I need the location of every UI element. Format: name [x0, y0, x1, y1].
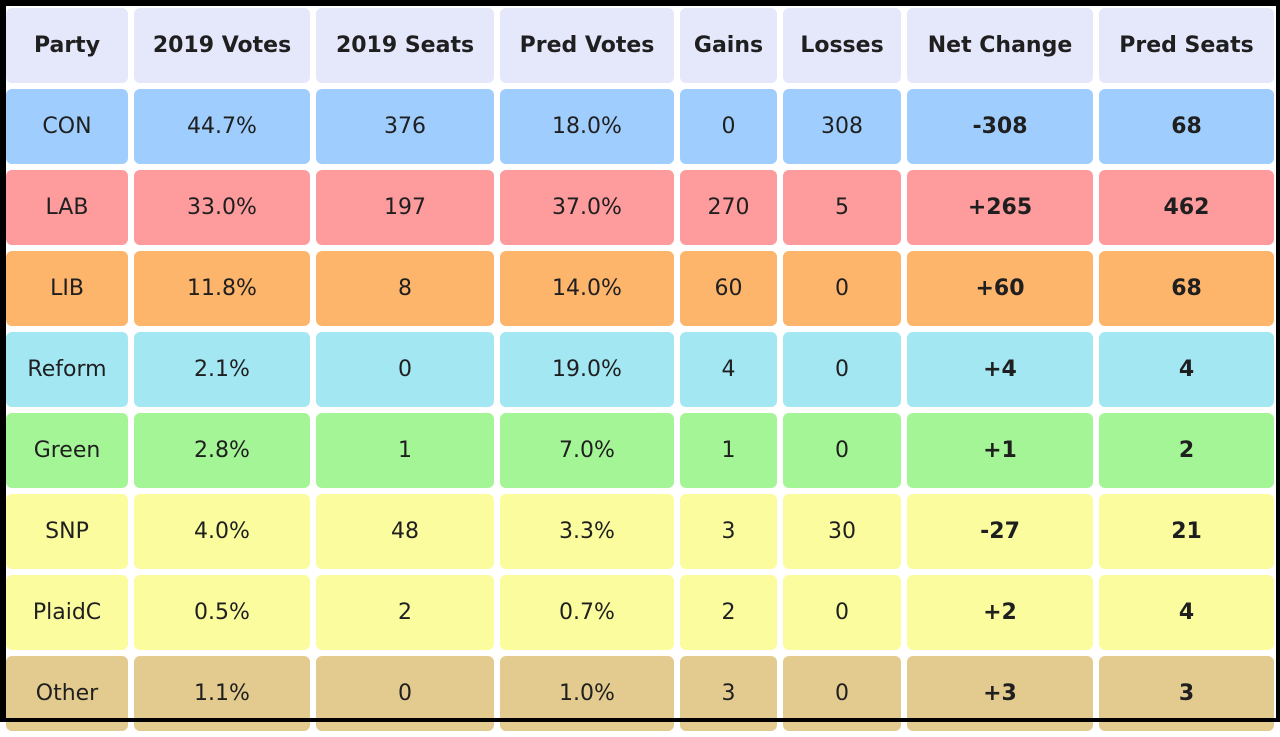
table-row: Reform 2.1% 0 19.0% 4 0 +4 4	[6, 332, 1274, 407]
table-row: CON 44.7% 376 18.0% 0 308 -308 68	[6, 89, 1274, 164]
cell-losses: 5	[783, 170, 901, 245]
cell-pred-votes: 19.0%	[500, 332, 674, 407]
table-row: PlaidC 0.5% 2 0.7% 2 0 +2 4	[6, 575, 1274, 650]
header-gains[interactable]: Gains	[680, 8, 777, 83]
cell-gains: 0	[680, 89, 777, 164]
cell-gains: 1	[680, 413, 777, 488]
cell-gains: 3	[680, 494, 777, 569]
cell-2019-seats: 2	[316, 575, 494, 650]
cell-party: Green	[6, 413, 128, 488]
cell-2019-votes: 11.8%	[134, 251, 310, 326]
cell-2019-votes: 33.0%	[134, 170, 310, 245]
header-losses[interactable]: Losses	[783, 8, 901, 83]
cell-party: LAB	[6, 170, 128, 245]
cell-party: PlaidC	[6, 575, 128, 650]
cell-2019-seats: 197	[316, 170, 494, 245]
cell-losses: 0	[783, 413, 901, 488]
cell-gains: 270	[680, 170, 777, 245]
header-row: Party 2019 Votes 2019 Seats Pred Votes G…	[6, 8, 1274, 83]
cell-net-change: +4	[907, 332, 1093, 407]
cell-2019-votes: 2.1%	[134, 332, 310, 407]
header-pred-votes[interactable]: Pred Votes	[500, 8, 674, 83]
cell-2019-votes: 4.0%	[134, 494, 310, 569]
cell-pred-seats: 4	[1099, 575, 1274, 650]
table-body: CON 44.7% 376 18.0% 0 308 -308 68 LAB 33.0% 197 37.…	[6, 89, 1274, 731]
table-row: SNP 4.0% 48 3.3% 3 30 -27 21	[6, 494, 1274, 569]
cell-pred-votes: 37.0%	[500, 170, 674, 245]
cell-losses: 0	[783, 575, 901, 650]
cell-losses: 30	[783, 494, 901, 569]
top-border	[0, 0, 1280, 6]
cell-2019-votes: 44.7%	[134, 89, 310, 164]
cell-losses: 308	[783, 89, 901, 164]
header-2019-votes[interactable]: 2019 Votes	[134, 8, 310, 83]
cell-party: SNP	[6, 494, 128, 569]
cell-gains: 60	[680, 251, 777, 326]
cell-pred-seats: 21	[1099, 494, 1274, 569]
cell-net-change: -27	[907, 494, 1093, 569]
cell-pred-seats: 2	[1099, 413, 1274, 488]
table-row: LAB 33.0% 197 37.0% 270 5 +265 462	[6, 170, 1274, 245]
cell-pred-votes: 18.0%	[500, 89, 674, 164]
cell-2019-votes: 2.8%	[134, 413, 310, 488]
cell-2019-seats: 0	[316, 332, 494, 407]
header-party[interactable]: Party	[6, 8, 128, 83]
header-net-change[interactable]: Net Change	[907, 8, 1093, 83]
table-row: Green 2.8% 1 7.0% 1 0 +1 2	[6, 413, 1274, 488]
cell-pred-votes: 7.0%	[500, 413, 674, 488]
cell-net-change: +2	[907, 575, 1093, 650]
cell-pred-votes: 0.7%	[500, 575, 674, 650]
right-border	[1276, 0, 1280, 722]
cell-party: CON	[6, 89, 128, 164]
cell-pred-seats: 4	[1099, 332, 1274, 407]
cell-2019-seats: 48	[316, 494, 494, 569]
cell-party: Reform	[6, 332, 128, 407]
cell-pred-seats: 68	[1099, 89, 1274, 164]
header-2019-seats[interactable]: 2019 Seats	[316, 8, 494, 83]
cell-2019-seats: 1	[316, 413, 494, 488]
bottom-border	[0, 718, 1280, 722]
header-pred-seats[interactable]: Pred Seats	[1099, 8, 1274, 83]
table-row: LIB 11.8% 8 14.0% 60 0 +60 68	[6, 251, 1274, 326]
cell-2019-seats: 376	[316, 89, 494, 164]
cell-losses: 0	[783, 251, 901, 326]
cell-party: LIB	[6, 251, 128, 326]
cell-pred-seats: 462	[1099, 170, 1274, 245]
cell-gains: 4	[680, 332, 777, 407]
cell-pred-votes: 14.0%	[500, 251, 674, 326]
cell-gains: 2	[680, 575, 777, 650]
cell-net-change: -308	[907, 89, 1093, 164]
cell-pred-votes: 3.3%	[500, 494, 674, 569]
left-border	[0, 0, 6, 722]
cell-pred-seats: 68	[1099, 251, 1274, 326]
cell-2019-votes: 0.5%	[134, 575, 310, 650]
cell-net-change: +1	[907, 413, 1093, 488]
cell-losses: 0	[783, 332, 901, 407]
cell-net-change: +265	[907, 170, 1093, 245]
cell-2019-seats: 8	[316, 251, 494, 326]
cell-net-change: +60	[907, 251, 1093, 326]
